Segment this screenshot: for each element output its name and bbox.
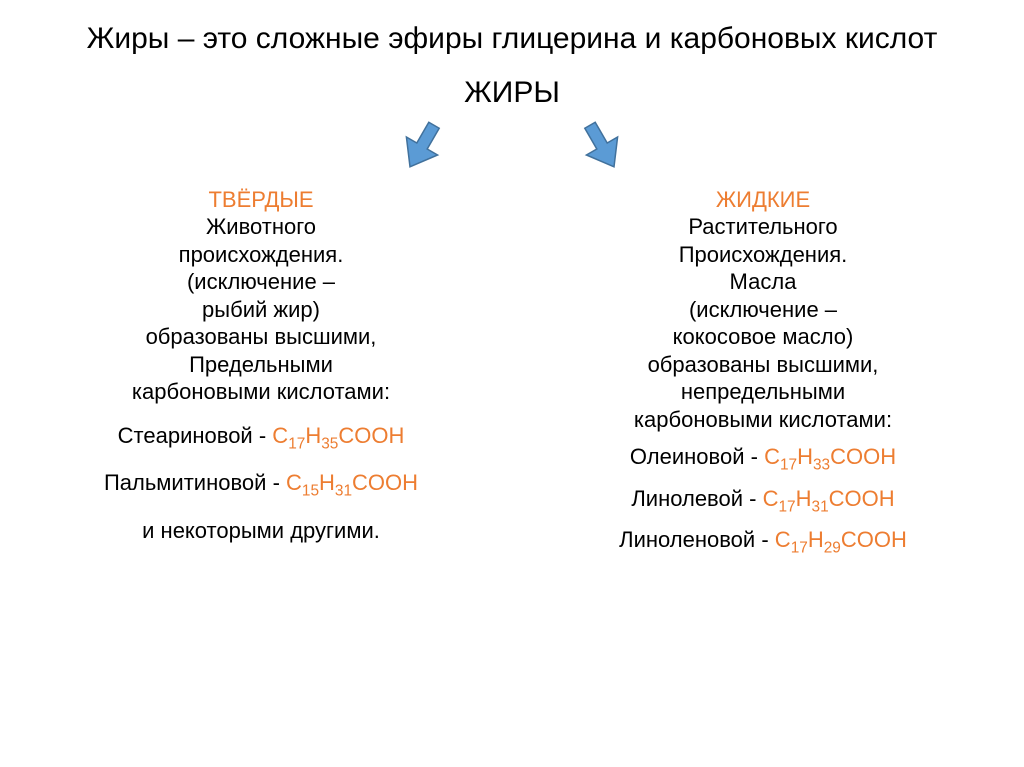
- acid-separator: -: [259, 423, 272, 448]
- branch-right-line: образованы высшими,: [648, 352, 879, 377]
- branch-left-line: (исключение –: [187, 269, 335, 294]
- branch-left-line: Животного: [206, 214, 316, 239]
- acid-line: Стеариновой - C17H35COOH: [30, 422, 492, 454]
- root-node-label: ЖИРЫ: [30, 76, 994, 110]
- branch-right-heading: ЖИДКИЕ: [716, 187, 810, 212]
- branch-left: ТВЁРДЫЕ Животного происхождения. (исключ…: [30, 186, 492, 558]
- branch-left-line: карбоновыми кислотами:: [132, 379, 390, 404]
- acid-line: Пальмитиновой - C15H31COOH: [30, 469, 492, 501]
- branch-right-line: кокосовое масло): [673, 324, 854, 349]
- acid-separator: -: [751, 444, 764, 469]
- acid-name: Линоленовой: [619, 527, 755, 552]
- branch-left-line: происхождения.: [179, 242, 344, 267]
- branch-left-line: Предельными: [189, 352, 333, 377]
- branch-left-heading: ТВЁРДЫЕ: [208, 187, 313, 212]
- arrow-right-icon: [572, 116, 632, 176]
- acid-formula: C17H31COOH: [763, 486, 895, 511]
- page-title: Жиры – это сложные эфиры глицерина и кар…: [30, 20, 994, 58]
- branch-right-line: Масла: [730, 269, 797, 294]
- acid-name: Стеариновой: [118, 423, 253, 448]
- acid-formula: C17H33COOH: [764, 444, 896, 469]
- acid-name: Линолевой: [631, 486, 743, 511]
- branch-right-header: ЖИДКИЕ Растительного Происхождения. Масл…: [532, 186, 994, 434]
- branch-right-line: непредельными: [681, 379, 845, 404]
- acid-line: Олеиновой - C17H33COOH: [532, 443, 994, 475]
- acid-line: Линоленовой - C17H29COOH: [532, 526, 994, 558]
- acid-line: Линолевой - C17H31COOH: [532, 485, 994, 517]
- branch-left-footer: и некоторыми другими.: [30, 517, 492, 545]
- arrow-left-icon: [392, 116, 452, 176]
- acid-formula: C17H35COOH: [272, 423, 404, 448]
- branch-right-line: Растительного: [688, 214, 837, 239]
- acid-name: Пальмитиновой: [104, 470, 266, 495]
- branch-left-header: ТВЁРДЫЕ Животного происхождения. (исключ…: [30, 186, 492, 406]
- arrow-shape: [394, 116, 449, 176]
- branch-left-line: рыбий жир): [202, 297, 320, 322]
- branch-right-line: карбоновыми кислотами:: [634, 407, 892, 432]
- acid-formula: C15H31COOH: [286, 470, 418, 495]
- acid-name: Олеиновой: [630, 444, 745, 469]
- acid-formula: C17H29COOH: [775, 527, 907, 552]
- branch-right-line: (исключение –: [689, 297, 837, 322]
- branches-row: ТВЁРДЫЕ Животного происхождения. (исключ…: [30, 186, 994, 558]
- acid-separator: -: [761, 527, 774, 552]
- acid-separator: -: [749, 486, 762, 511]
- branch-right: ЖИДКИЕ Растительного Происхождения. Масл…: [532, 186, 994, 558]
- acid-separator: -: [273, 470, 286, 495]
- arrow-row: [30, 116, 994, 176]
- branch-right-line: Происхождения.: [679, 242, 848, 267]
- branch-left-line: образованы высшими,: [146, 324, 377, 349]
- arrow-shape: [574, 116, 629, 176]
